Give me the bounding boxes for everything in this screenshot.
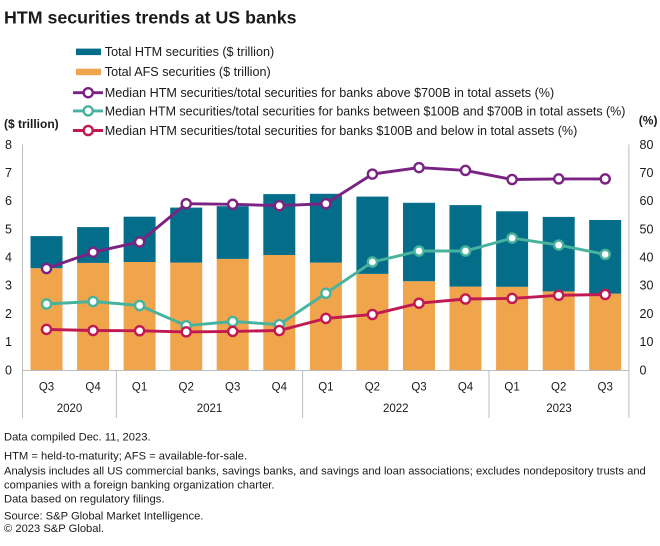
svg-text:companies with a foreign banki: companies with a foreign banking organiz… xyxy=(4,479,275,491)
svg-text:Q4: Q4 xyxy=(85,382,101,394)
svg-text:Q2: Q2 xyxy=(179,382,194,394)
svg-text:2023: 2023 xyxy=(546,403,572,415)
svg-text:2: 2 xyxy=(5,307,12,321)
svg-text:80: 80 xyxy=(640,138,654,152)
svg-text:0: 0 xyxy=(640,363,647,377)
svg-text:70: 70 xyxy=(640,166,654,180)
svg-text:HTM securities trends at US ba: HTM securities trends at US banks xyxy=(4,8,297,28)
svg-text:1: 1 xyxy=(5,335,12,349)
svg-text:Data compiled Dec. 11, 2023.: Data compiled Dec. 11, 2023. xyxy=(4,431,151,443)
svg-text:Q3: Q3 xyxy=(411,382,426,394)
svg-text:Q3: Q3 xyxy=(39,382,54,394)
svg-text:4: 4 xyxy=(5,251,12,265)
svg-text:8: 8 xyxy=(5,138,12,152)
svg-text:Q3: Q3 xyxy=(225,382,240,394)
svg-text:Q1: Q1 xyxy=(504,382,519,394)
svg-text:Median HTM securities/total se: Median HTM securities/total securities f… xyxy=(105,124,577,138)
svg-text:2020: 2020 xyxy=(57,403,83,415)
svg-text:Q1: Q1 xyxy=(318,382,333,394)
svg-text:2022: 2022 xyxy=(383,403,409,415)
svg-text:Q1: Q1 xyxy=(132,382,147,394)
svg-text:Total HTM securities ($ trilli: Total HTM securities ($ trillion) xyxy=(105,45,274,59)
svg-text:2021: 2021 xyxy=(197,403,223,415)
svg-text:($ trillion): ($ trillion) xyxy=(4,117,59,131)
svg-text:30: 30 xyxy=(640,279,654,293)
svg-text:HTM = held-to-maturity; AFS =: HTM = held-to-maturity; AFS = available-… xyxy=(4,450,247,462)
svg-text:Q3: Q3 xyxy=(598,382,613,394)
svg-text:Q2: Q2 xyxy=(551,382,566,394)
svg-text:10: 10 xyxy=(640,335,654,349)
svg-text:Q4: Q4 xyxy=(272,382,288,394)
svg-text:Data based on regulatory filin: Data based on regulatory filings. xyxy=(4,494,164,506)
svg-text:7: 7 xyxy=(5,166,12,180)
svg-text:Q2: Q2 xyxy=(365,382,380,394)
svg-text:0: 0 xyxy=(5,363,12,377)
svg-text:Analysis includes all US comme: Analysis includes all US commercial bank… xyxy=(4,465,646,477)
svg-text:© 2023 S&P Global.: © 2023 S&P Global. xyxy=(4,523,104,535)
svg-text:Total AFS securities ($ trilli: Total AFS securities ($ trillion) xyxy=(105,65,271,79)
svg-text:5: 5 xyxy=(5,222,12,236)
svg-text:3: 3 xyxy=(5,279,12,293)
svg-text:Source: S&P Global Market Inte: Source: S&P Global Market Intelligence. xyxy=(4,511,203,523)
svg-text:20: 20 xyxy=(640,307,654,321)
svg-text:Median HTM securities/total se: Median HTM securities/total securities f… xyxy=(105,104,626,118)
svg-text:40: 40 xyxy=(640,251,654,265)
svg-text:60: 60 xyxy=(640,194,654,208)
svg-text:Q4: Q4 xyxy=(458,382,474,394)
svg-text:Median HTM securities/total se: Median HTM securities/total securities f… xyxy=(105,86,554,100)
svg-text:50: 50 xyxy=(640,222,654,236)
svg-text:(%): (%) xyxy=(639,114,658,128)
svg-text:6: 6 xyxy=(5,194,12,208)
